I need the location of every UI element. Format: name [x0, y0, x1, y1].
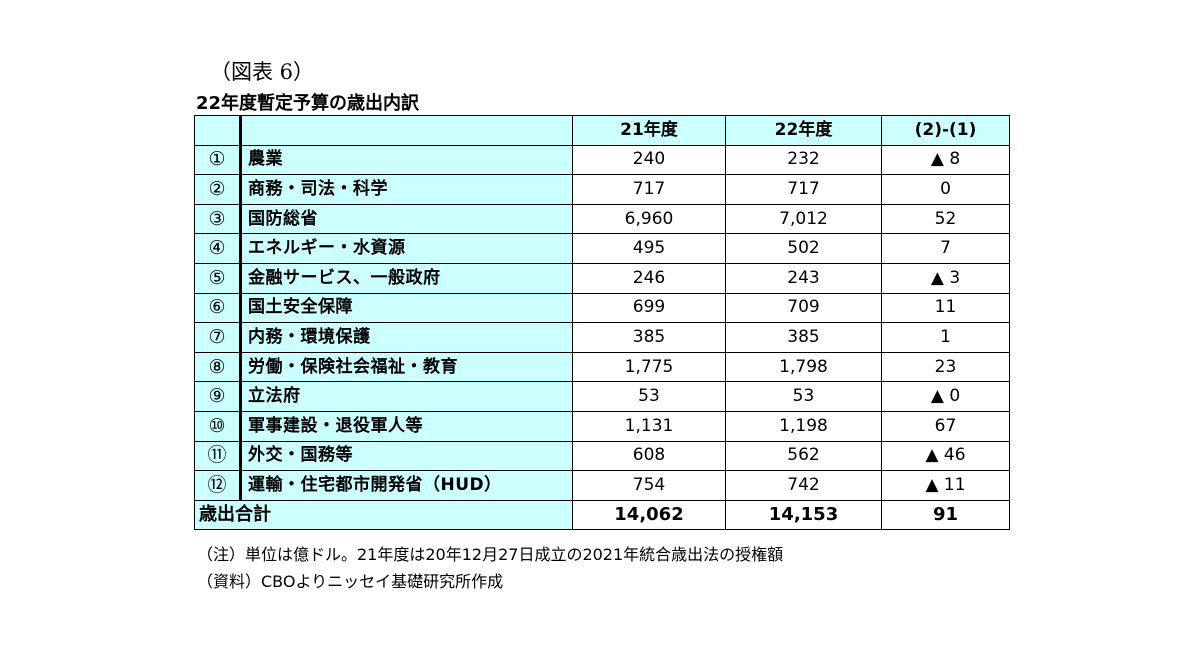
row-value-21: 717 — [572, 174, 726, 205]
row-value-21: 1,775 — [572, 351, 726, 383]
table-row: ⑫ 運輸・住宅都市開発省（HUD） 754 742 ▲ 11 — [194, 470, 1010, 501]
row-value-22: 232 — [725, 144, 882, 176]
table-title: 22年度暫定予算の歳出内訳 — [196, 93, 420, 114]
header-num-cell — [194, 115, 242, 146]
row-value-22: 53 — [725, 381, 882, 412]
row-number: ⑨ — [194, 381, 242, 412]
row-diff: 7 — [881, 233, 1010, 264]
row-number: ⑪ — [194, 440, 242, 472]
row-value-21: 754 — [572, 470, 726, 501]
row-value-22: 385 — [725, 322, 882, 353]
note-source: （資料）CBOよりニッセイ基礎研究所作成 — [197, 572, 504, 591]
budget-table: 21年度 22年度 (2)-(1) ① 農業 240 232 ▲ 8 ② 商務・… — [194, 115, 1010, 531]
row-value-22: 7,012 — [725, 203, 882, 235]
row-value-22: 562 — [725, 440, 882, 472]
row-value-22: 717 — [725, 174, 882, 205]
row-diff: 11 — [881, 292, 1010, 324]
row-category: 金融サービス、一般政府 — [240, 262, 573, 294]
row-diff: ▲ 46 — [881, 440, 1010, 472]
row-category: 軍事建設・退役軍人等 — [240, 410, 573, 442]
row-category: エネルギー・水資源 — [240, 233, 573, 264]
row-value-21: 495 — [572, 233, 726, 264]
row-category: 外交・国務等 — [240, 440, 573, 472]
row-number: ⑦ — [194, 322, 242, 353]
row-value-22: 502 — [725, 233, 882, 264]
row-value-21: 53 — [572, 381, 726, 412]
row-category: 国防総省 — [240, 203, 573, 235]
table-row: ⑤ 金融サービス、一般政府 246 243 ▲ 3 — [194, 262, 1010, 294]
total-value-21: 14,062 — [572, 499, 726, 531]
row-value-21: 699 — [572, 292, 726, 324]
total-label: 歳出合計 — [194, 499, 573, 531]
row-diff: 23 — [881, 351, 1010, 383]
row-diff: 0 — [881, 174, 1010, 205]
row-diff: 52 — [881, 203, 1010, 235]
row-value-21: 1,131 — [572, 410, 726, 442]
table-row: ② 商務・司法・科学 717 717 0 — [194, 174, 1010, 205]
table-row: ④ エネルギー・水資源 495 502 7 — [194, 233, 1010, 264]
row-category: 立法府 — [240, 381, 573, 412]
row-number: ④ — [194, 233, 242, 264]
figure-label: （図表 6） — [210, 60, 315, 84]
row-category: 農業 — [240, 144, 573, 176]
table-row: ⑦ 内務・環境保護 385 385 1 — [194, 322, 1010, 353]
row-value-22: 1,798 — [725, 351, 882, 383]
row-category: 内務・環境保護 — [240, 322, 573, 353]
row-diff: ▲ 0 — [881, 381, 1010, 412]
row-value-21: 240 — [572, 144, 726, 176]
header-name-cell — [240, 115, 573, 146]
row-diff: ▲ 3 — [881, 262, 1010, 294]
row-number: ⑧ — [194, 351, 242, 383]
row-number: ⑥ — [194, 292, 242, 324]
header-diff: (2)-(1) — [881, 115, 1010, 146]
row-value-21: 385 — [572, 322, 726, 353]
row-category: 商務・司法・科学 — [240, 174, 573, 205]
row-number: ① — [194, 144, 242, 176]
row-value-21: 6,960 — [572, 203, 726, 235]
table-row: ⑩ 軍事建設・退役軍人等 1,131 1,198 67 — [194, 410, 1010, 442]
total-row: 歳出合計 14,062 14,153 91 — [194, 499, 1010, 531]
total-diff: 91 — [881, 499, 1010, 531]
header-22: 22年度 — [725, 115, 882, 146]
table-row: ⑨ 立法府 53 53 ▲ 0 — [194, 381, 1010, 412]
table-row: ③ 国防総省 6,960 7,012 52 — [194, 203, 1010, 235]
row-number: ② — [194, 174, 242, 205]
header-row: 21年度 22年度 (2)-(1) — [194, 115, 1010, 146]
row-diff: 67 — [881, 410, 1010, 442]
row-diff: 1 — [881, 322, 1010, 353]
row-value-22: 742 — [725, 470, 882, 501]
row-value-22: 1,198 — [725, 410, 882, 442]
row-diff: ▲ 8 — [881, 144, 1010, 176]
row-value-21: 608 — [572, 440, 726, 472]
row-value-22: 709 — [725, 292, 882, 324]
row-value-22: 243 — [725, 262, 882, 294]
row-value-21: 246 — [572, 262, 726, 294]
row-number: ⑩ — [194, 410, 242, 442]
row-diff: ▲ 11 — [881, 470, 1010, 501]
table-row: ⑥ 国土安全保障 699 709 11 — [194, 292, 1010, 324]
table-row: ⑪ 外交・国務等 608 562 ▲ 46 — [194, 440, 1010, 472]
row-category: 国土安全保障 — [240, 292, 573, 324]
row-number: ③ — [194, 203, 242, 235]
row-category: 運輸・住宅都市開発省（HUD） — [240, 470, 573, 501]
table-row: ① 農業 240 232 ▲ 8 — [194, 144, 1010, 176]
total-value-22: 14,153 — [725, 499, 882, 531]
header-21: 21年度 — [572, 115, 726, 146]
row-number: ⑫ — [194, 470, 242, 501]
row-category: 労働・保険社会福祉・教育 — [240, 351, 573, 383]
note-units: （注）単位は億ドル。21年度は20年12月27日成立の2021年統合歳出法の授権… — [197, 545, 784, 564]
row-number: ⑤ — [194, 262, 242, 294]
table-row: ⑧ 労働・保険社会福祉・教育 1,775 1,798 23 — [194, 351, 1010, 383]
